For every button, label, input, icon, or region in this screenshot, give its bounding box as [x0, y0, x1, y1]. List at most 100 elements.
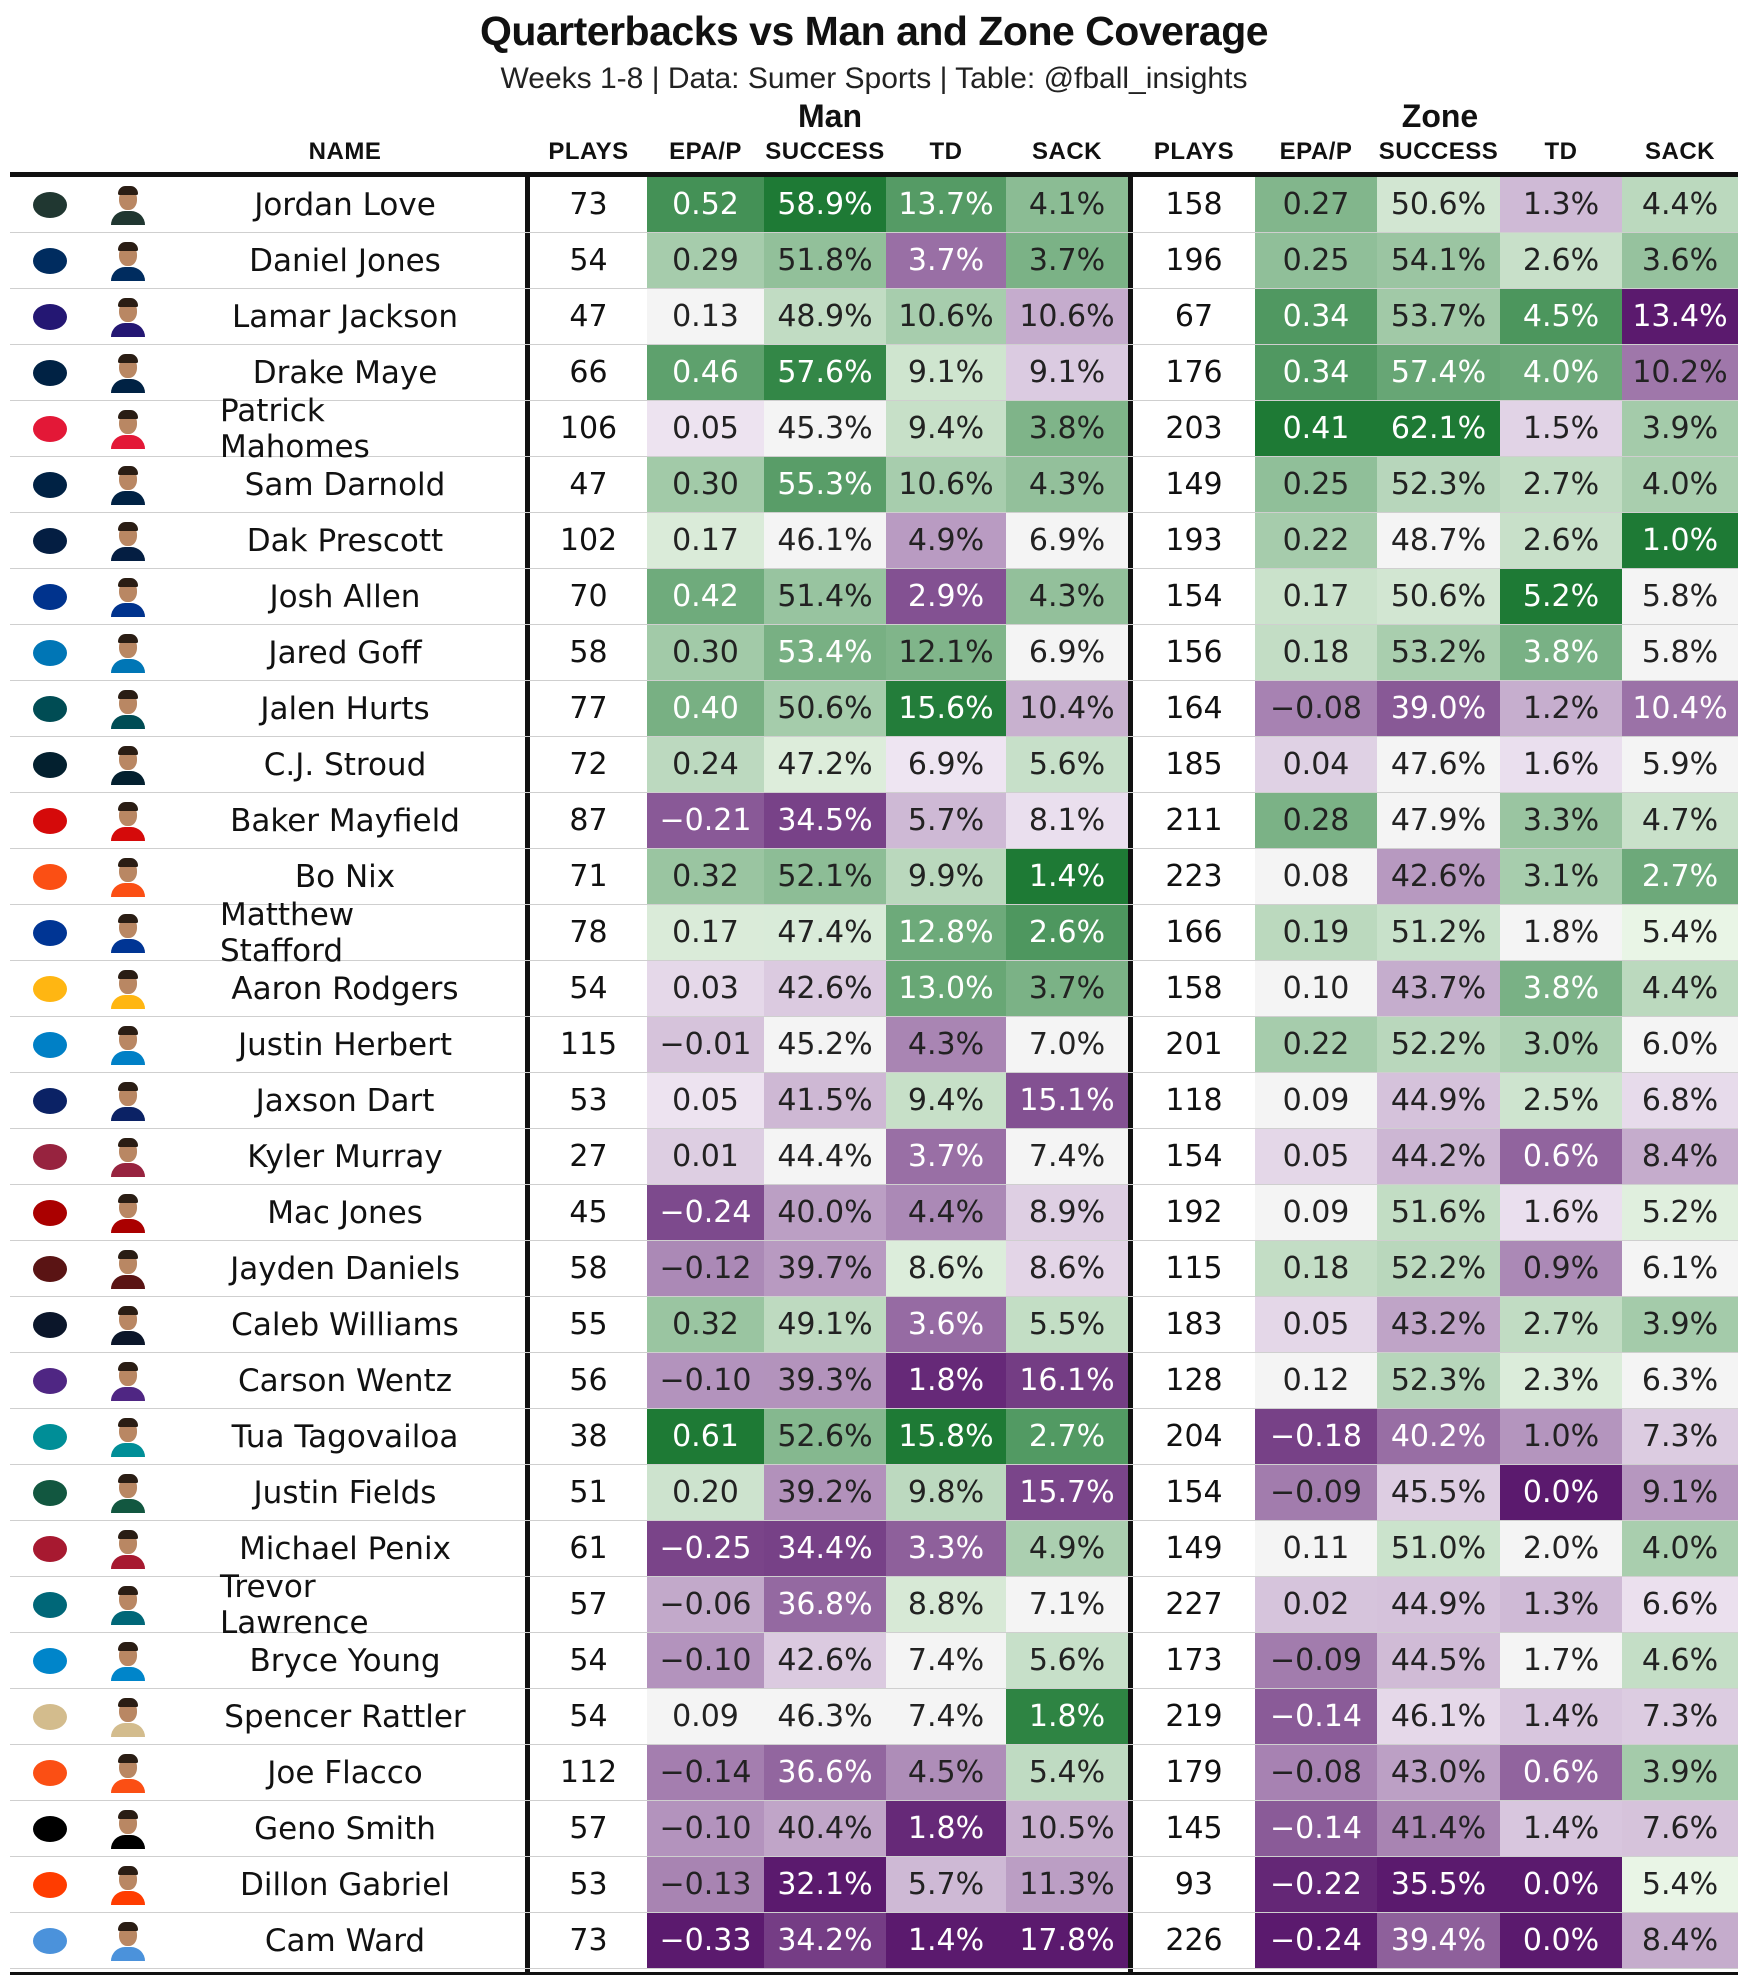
cell-man-sack: 8.1% — [1006, 793, 1128, 848]
cell-zone-success: 44.9% — [1377, 1073, 1500, 1128]
cell-zone-td: 1.0% — [1500, 1409, 1622, 1464]
cell-man-td: 4.3% — [886, 1017, 1006, 1072]
cell-zone-epa: 0.18 — [1255, 625, 1377, 680]
cell-man-success: 36.6% — [764, 1745, 886, 1800]
cell-man-plays: 54 — [569, 1699, 608, 1734]
cell-man-epa: −0.10 — [647, 1353, 764, 1408]
cell-man-sack: 8.9% — [1006, 1185, 1128, 1240]
team-logo-icon — [28, 187, 72, 223]
cell-man-success: 36.8% — [764, 1577, 886, 1632]
cell-man-plays: 57 — [569, 1811, 608, 1846]
player-name: Geno Smith — [254, 1810, 436, 1847]
cell-zone-success: 52.3% — [1377, 1353, 1500, 1408]
cell-man-epa: −0.33 — [647, 1913, 764, 1968]
cell-zone-td: 1.4% — [1500, 1689, 1622, 1744]
cell-zone-success: 53.7% — [1377, 289, 1500, 344]
cell-zone-td: 2.6% — [1500, 513, 1622, 568]
player-headshot — [108, 969, 148, 1009]
cell-man-sack: 10.5% — [1006, 1801, 1128, 1856]
cell-zone-td: 1.7% — [1500, 1633, 1622, 1688]
cell-man-plays: 77 — [569, 691, 608, 726]
cell-man-success: 39.7% — [764, 1241, 886, 1296]
cell-zone-td: 1.6% — [1500, 1185, 1622, 1240]
cell-zone-plays: 154 — [1165, 1475, 1223, 1510]
player-name: Bryce Young — [249, 1642, 441, 1679]
cell-zone-epa: 0.12 — [1255, 1353, 1377, 1408]
cell-man-sack: 5.5% — [1006, 1297, 1128, 1352]
cell-zone-td: 0.6% — [1500, 1129, 1622, 1184]
cell-man-td: 15.8% — [886, 1409, 1006, 1464]
cell-zone-plays: 149 — [1165, 1531, 1223, 1566]
cell-man-epa: 0.13 — [647, 289, 764, 344]
cell-man-td: 9.9% — [886, 849, 1006, 904]
row-separator — [10, 288, 1738, 289]
cell-zone-epa: 0.27 — [1255, 177, 1377, 232]
col-header-zone-success: SUCCESS — [1378, 138, 1499, 165]
cell-zone-epa: 0.11 — [1255, 1521, 1377, 1576]
cell-zone-epa: 0.09 — [1255, 1073, 1377, 1128]
cell-man-td: 7.4% — [886, 1633, 1006, 1688]
col-header-man-success: SUCCESS — [765, 138, 885, 165]
cell-man-plays: 53 — [569, 1083, 608, 1118]
cell-zone-epa: 0.10 — [1255, 961, 1377, 1016]
cell-man-plays: 38 — [569, 1419, 608, 1454]
cell-zone-plays: 226 — [1165, 1923, 1223, 1958]
player-headshot — [108, 1417, 148, 1457]
player-name: Tua Tagovailoa — [231, 1418, 459, 1455]
player-name: Mac Jones — [267, 1194, 423, 1231]
player-headshot — [108, 1193, 148, 1233]
player-headshot — [108, 1697, 148, 1737]
cell-zone-success: 51.2% — [1377, 905, 1500, 960]
cell-zone-sack: 10.4% — [1622, 681, 1738, 736]
cell-zone-success: 50.6% — [1377, 569, 1500, 624]
cell-zone-success: 52.2% — [1377, 1017, 1500, 1072]
cell-zone-success: 51.0% — [1377, 1521, 1500, 1576]
player-name: C.J. Stroud — [263, 746, 427, 783]
cell-zone-sack: 6.3% — [1622, 1353, 1738, 1408]
cell-zone-td: 2.7% — [1500, 457, 1622, 512]
player-headshot — [108, 1137, 148, 1177]
cell-man-success: 39.2% — [764, 1465, 886, 1520]
cell-man-td: 2.9% — [886, 569, 1006, 624]
cell-man-epa: 0.30 — [647, 625, 764, 680]
cell-man-plays: 87 — [569, 803, 608, 838]
team-logo-icon — [28, 1139, 72, 1175]
cell-zone-td: 2.5% — [1500, 1073, 1622, 1128]
col-header-name: NAME — [308, 138, 382, 165]
cell-man-td: 9.1% — [886, 345, 1006, 400]
cell-zone-sack: 6.8% — [1622, 1073, 1738, 1128]
player-name: Dak Prescott — [246, 522, 444, 559]
cell-man-epa: 0.09 — [647, 1689, 764, 1744]
cell-zone-td: 3.1% — [1500, 849, 1622, 904]
cell-man-sack: 10.6% — [1006, 289, 1128, 344]
cell-man-td: 10.6% — [886, 289, 1006, 344]
cell-man-success: 34.2% — [764, 1913, 886, 1968]
team-logo-icon — [28, 1475, 72, 1511]
cell-zone-sack: 3.9% — [1622, 1297, 1738, 1352]
cell-zone-plays: 67 — [1174, 299, 1214, 334]
cell-man-plays: 54 — [569, 1643, 608, 1678]
cell-zone-plays: 173 — [1165, 1643, 1223, 1678]
row-separator — [10, 1464, 1738, 1465]
player-name: Michael Penix — [239, 1530, 451, 1567]
cell-zone-epa: −0.09 — [1255, 1465, 1377, 1520]
cell-zone-sack: 6.0% — [1622, 1017, 1738, 1072]
cell-man-td: 4.5% — [886, 1745, 1006, 1800]
cell-zone-success: 41.4% — [1377, 1801, 1500, 1856]
player-headshot — [108, 1865, 148, 1905]
cell-zone-td: 1.4% — [1500, 1801, 1622, 1856]
cell-zone-plays: 93 — [1174, 1867, 1214, 1902]
cell-man-epa: 0.32 — [647, 1297, 764, 1352]
cell-man-td: 3.3% — [886, 1521, 1006, 1576]
cell-man-plays: 106 — [559, 411, 618, 446]
cell-zone-epa: −0.09 — [1255, 1633, 1377, 1688]
cell-zone-success: 45.5% — [1377, 1465, 1500, 1520]
cell-zone-sack: 6.1% — [1622, 1241, 1738, 1296]
cell-man-sack: 1.8% — [1006, 1689, 1128, 1744]
cell-zone-epa: 0.22 — [1255, 1017, 1377, 1072]
cell-man-td: 8.6% — [886, 1241, 1006, 1296]
cell-zone-sack: 3.6% — [1622, 233, 1738, 288]
cell-zone-epa: 0.05 — [1255, 1297, 1377, 1352]
cell-man-sack: 5.6% — [1006, 1633, 1128, 1688]
team-logo-icon — [28, 467, 72, 503]
